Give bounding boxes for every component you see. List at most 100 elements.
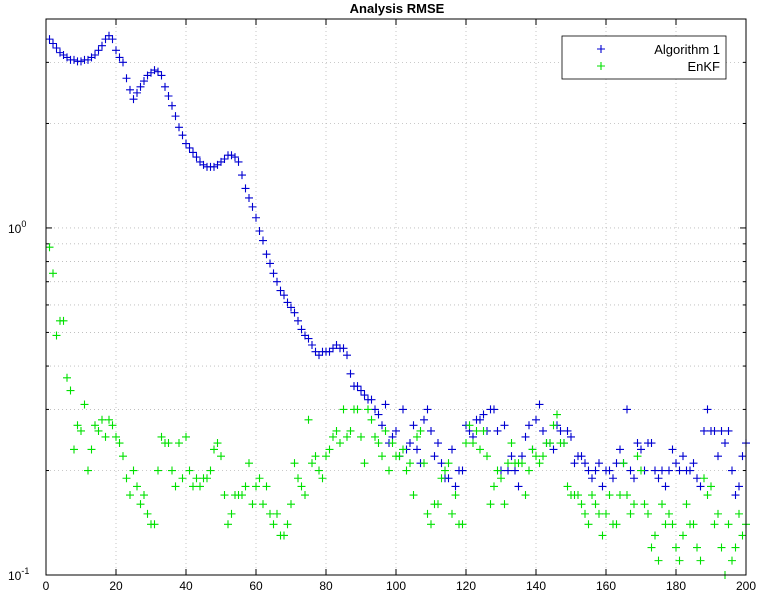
data-point (136, 500, 145, 509)
data-point (119, 452, 127, 461)
data-point (318, 474, 327, 483)
data-point (203, 474, 211, 483)
legend-label: Algorithm 1 (654, 42, 720, 57)
data-point (700, 426, 708, 435)
data-point (595, 459, 603, 468)
x-tick-label: 200 (736, 579, 756, 593)
data-point (220, 491, 229, 500)
data-point (87, 445, 96, 454)
data-point (458, 466, 467, 475)
data-point (378, 421, 386, 430)
data-point (399, 445, 407, 454)
data-point (154, 67, 162, 76)
data-point (689, 459, 698, 468)
data-point (556, 426, 565, 435)
data-point (423, 509, 432, 518)
data-point (297, 325, 306, 334)
data-point (430, 452, 439, 461)
data-point (45, 243, 54, 252)
data-point (476, 445, 484, 454)
data-point (329, 344, 337, 353)
x-tick-label: 120 (456, 579, 476, 593)
data-point (623, 491, 631, 500)
data-point (402, 466, 411, 475)
data-point (273, 277, 281, 286)
marks-layer (45, 31, 750, 579)
data-point (619, 459, 628, 468)
data-point (413, 445, 421, 454)
data-point (539, 452, 547, 461)
data-point (70, 55, 78, 64)
data-point (357, 386, 365, 395)
data-point (717, 543, 726, 552)
data-point (651, 531, 659, 540)
data-point (371, 432, 379, 441)
data-point (94, 426, 103, 435)
data-point (98, 41, 106, 50)
data-point (259, 236, 267, 245)
data-point (616, 491, 624, 500)
data-point (385, 466, 393, 475)
data-point (290, 308, 299, 317)
data-point (262, 250, 271, 259)
data-point (210, 162, 218, 171)
data-point (731, 491, 740, 500)
y-tick-base: 10 (8, 569, 22, 583)
data-point (217, 452, 225, 461)
data-point (668, 520, 677, 529)
data-point (182, 432, 190, 441)
data-point (521, 491, 530, 500)
x-tick-label: 80 (319, 579, 333, 593)
data-point (315, 351, 323, 360)
data-point (70, 445, 78, 454)
data-point (577, 452, 586, 461)
data-point (91, 421, 99, 430)
data-point (486, 500, 495, 509)
data-point (714, 452, 722, 461)
series-1-marks (45, 243, 750, 579)
data-point (182, 139, 190, 148)
data-point (168, 101, 176, 110)
x-tick-label: 0 (43, 579, 50, 593)
data-point (637, 445, 645, 454)
data-point (150, 66, 159, 75)
data-point (490, 482, 498, 491)
data-point (420, 415, 428, 424)
data-point (388, 439, 397, 448)
data-point (434, 439, 442, 448)
data-point (122, 74, 131, 83)
data-point (735, 482, 743, 491)
y-tick-exponent: -1 (21, 566, 29, 576)
data-point (378, 452, 386, 461)
data-point (357, 432, 365, 441)
data-point (675, 556, 684, 565)
data-point (301, 491, 309, 500)
x-tick-label: 40 (179, 579, 193, 593)
grid-layer (46, 18, 746, 575)
data-point (535, 400, 544, 409)
data-point (175, 123, 183, 132)
data-point (164, 439, 173, 448)
y-tick-label: 100 (8, 219, 26, 236)
data-point (290, 459, 299, 468)
data-point (679, 452, 687, 461)
data-point (77, 57, 85, 66)
data-point (374, 410, 383, 419)
data-point (668, 445, 677, 454)
data-point (605, 466, 614, 475)
data-point (129, 466, 138, 475)
data-point (353, 382, 362, 391)
data-point (52, 43, 61, 52)
data-point (332, 340, 341, 349)
data-point (626, 466, 635, 475)
data-point (336, 439, 344, 448)
data-point (308, 340, 316, 349)
data-point (157, 71, 166, 80)
data-point (175, 439, 183, 448)
data-point (245, 193, 253, 202)
data-point (710, 520, 719, 529)
data-point (675, 466, 684, 475)
data-point (343, 351, 351, 360)
data-point (311, 452, 320, 461)
